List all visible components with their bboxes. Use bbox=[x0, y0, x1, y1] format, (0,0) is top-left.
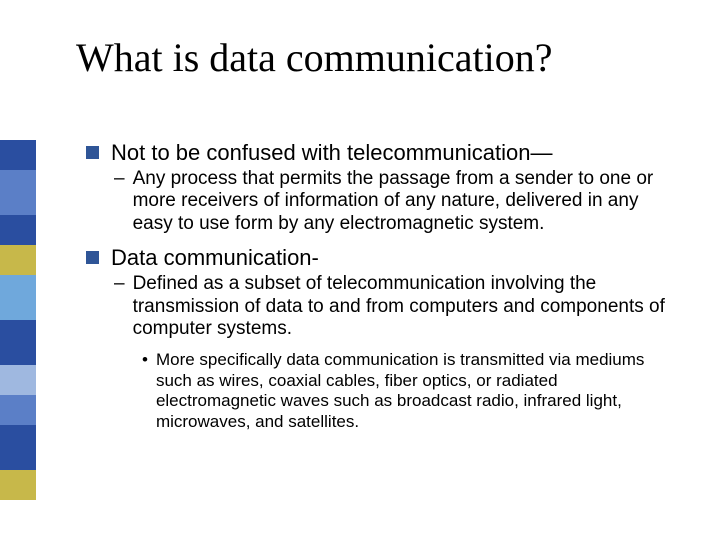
stripe-block bbox=[0, 245, 36, 275]
stripe-block bbox=[0, 170, 36, 215]
sub-bullet-text: Defined as a subset of telecommunication… bbox=[133, 273, 676, 340]
subsub-bullet-text: More specifically data communication is … bbox=[156, 350, 676, 432]
square-bullet-icon bbox=[86, 251, 99, 264]
dash-icon: – bbox=[114, 273, 125, 340]
bullet-item: Data communication- bbox=[86, 245, 676, 271]
bullet-text: Data communication- bbox=[111, 245, 319, 271]
sub-bullet-item: – Any process that permits the passage f… bbox=[114, 168, 676, 235]
slide-title: What is data communication? bbox=[76, 34, 553, 81]
stripe-block bbox=[0, 395, 36, 425]
bullet-text: Not to be confused with telecommunicatio… bbox=[111, 140, 552, 166]
sub-bullet-text: Any process that permits the passage fro… bbox=[133, 168, 676, 235]
subsub-bullet-item: • More specifically data communication i… bbox=[142, 350, 676, 432]
square-bullet-icon bbox=[86, 146, 99, 159]
stripe-block bbox=[0, 140, 36, 170]
dot-icon: • bbox=[142, 350, 148, 432]
sub-bullet-item: – Defined as a subset of telecommunicati… bbox=[114, 273, 676, 340]
stripe-block bbox=[0, 215, 36, 245]
slide: What is data communication? Not to be co… bbox=[0, 0, 720, 540]
slide-content: Not to be confused with telecommunicatio… bbox=[86, 140, 676, 438]
stripe-block bbox=[0, 425, 36, 470]
stripe-block bbox=[0, 365, 36, 395]
stripe-block bbox=[0, 275, 36, 320]
bullet-item: Not to be confused with telecommunicatio… bbox=[86, 140, 676, 166]
stripe-block bbox=[0, 470, 36, 500]
dash-icon: – bbox=[114, 168, 125, 235]
decorative-stripe bbox=[0, 140, 36, 500]
stripe-block bbox=[0, 320, 36, 365]
